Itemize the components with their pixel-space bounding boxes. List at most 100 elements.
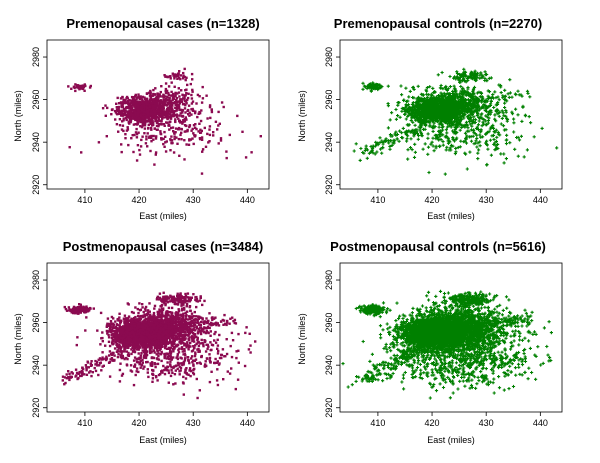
data-point (162, 123, 165, 126)
data-point (386, 84, 390, 88)
data-point (195, 102, 198, 105)
data-point (187, 143, 191, 146)
data-point (79, 86, 82, 90)
data-point (115, 323, 119, 326)
data-point (120, 150, 123, 154)
data-point (201, 150, 204, 153)
data-point (160, 123, 163, 126)
data-point (208, 125, 212, 128)
data-point (486, 147, 490, 151)
data-point (110, 108, 114, 112)
data-point (115, 106, 118, 109)
data-point (187, 113, 190, 116)
data-point (126, 114, 129, 117)
data-point (159, 101, 162, 104)
data-point (244, 156, 248, 159)
data-point (406, 148, 410, 152)
data-point (164, 110, 167, 114)
data-point (458, 128, 462, 132)
data-point (138, 109, 141, 113)
data-point (156, 108, 160, 111)
panel-title: Premenopausal cases (n=1328) (66, 16, 259, 31)
data-point (115, 108, 119, 111)
data-point (152, 88, 155, 92)
data-point (160, 100, 164, 104)
data-point (130, 106, 133, 110)
data-point (137, 105, 140, 108)
data-point (228, 133, 231, 137)
data-point (501, 124, 506, 128)
data-point (143, 119, 146, 122)
data-point (121, 124, 125, 127)
data-point (462, 67, 466, 71)
data-point (136, 144, 140, 147)
data-point (540, 126, 544, 130)
data-point (179, 78, 182, 81)
data-point (206, 117, 209, 120)
data-point (180, 89, 183, 92)
data-point (124, 109, 127, 112)
data-point (82, 86, 85, 89)
data-point (160, 137, 164, 140)
data-point (142, 100, 145, 104)
data-point (150, 94, 153, 97)
data-point (134, 118, 138, 121)
data-point (157, 110, 160, 114)
data-point (492, 105, 496, 110)
data-point (477, 119, 481, 123)
data-point (166, 95, 169, 99)
data-point (151, 114, 154, 117)
data-point (168, 110, 171, 113)
data-point (111, 343, 114, 346)
x-tick-label: 430 (479, 195, 494, 205)
data-point (177, 91, 181, 94)
data-point (130, 114, 133, 117)
data-point (139, 114, 142, 118)
data-point (191, 109, 194, 112)
data-point (218, 122, 221, 125)
data-point (205, 94, 208, 97)
data-point (478, 144, 482, 148)
data-point (184, 111, 187, 114)
data-point (412, 155, 417, 159)
data-point (150, 122, 153, 125)
data-point (193, 111, 197, 115)
data-point (175, 113, 178, 116)
data-point (156, 98, 160, 101)
data-point (151, 104, 154, 107)
data-point (157, 123, 160, 127)
data-point (89, 84, 92, 88)
data-point (406, 157, 410, 161)
data-point (378, 136, 382, 140)
data-point (176, 77, 179, 80)
data-point (394, 107, 398, 112)
data-point (126, 110, 129, 113)
data-point (179, 108, 182, 112)
data-point (185, 102, 188, 105)
data-point (520, 119, 524, 123)
data-point (134, 94, 137, 98)
data-point (127, 106, 130, 110)
data-point (143, 132, 146, 135)
data-point (136, 123, 139, 126)
data-point (414, 100, 418, 104)
data-point (493, 113, 497, 117)
data-point (135, 110, 138, 113)
data-point (220, 101, 224, 104)
data-point (170, 107, 174, 110)
y-tick-label: 2920 (31, 175, 41, 195)
data-point (74, 83, 77, 86)
data-point (171, 126, 175, 129)
data-point (173, 101, 177, 104)
data-point (125, 118, 128, 122)
data-point (148, 94, 152, 97)
data-point (199, 119, 203, 123)
data-point (365, 156, 369, 160)
data-point (172, 74, 175, 77)
data-point (413, 142, 417, 146)
data-point (171, 110, 174, 114)
data-point (121, 120, 124, 123)
data-point (529, 121, 533, 125)
data-point (123, 111, 126, 114)
data-point (192, 142, 195, 146)
